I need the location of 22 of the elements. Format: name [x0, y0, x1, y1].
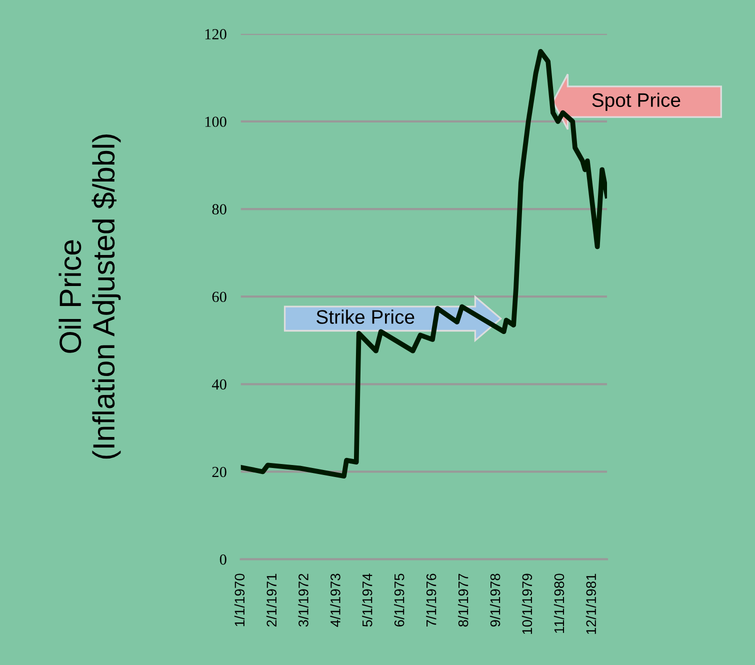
x-tick-label: 10/1/1979 [522, 574, 532, 634]
y-tick-label: 20 [212, 466, 226, 478]
y-axis-title: Oil Price (Inflation Adjusted $/bbl) [58, 134, 121, 459]
annotation: Spot Price [592, 92, 680, 111]
x-tick-label: 4/1/1973 [330, 574, 340, 627]
y-tick-label: 0 [220, 554, 226, 565]
x-tick-label: 3/1/1972 [298, 574, 308, 627]
annotation: Strike Price [316, 310, 414, 324]
x-tick-label: 12/1/1981 [586, 574, 596, 634]
y-tick-label: 60 [212, 292, 226, 302]
y-tick-label: 80 [212, 204, 226, 214]
x-tick-label: 8/1/1977 [458, 574, 468, 627]
x-tick-label: 11/1/1980 [554, 574, 564, 633]
y-tick-label: 40 [212, 379, 226, 390]
x-tick-label: 2/1/1971 [266, 574, 277, 627]
x-tick-label: 1/1/1970 [234, 574, 245, 626]
x-tick-label: 6/1/1975 [394, 574, 404, 627]
x-tick-label: 7/1/1976 [426, 574, 436, 626]
y-tick-label: 120 [205, 29, 226, 40]
x-tick-label: 9/1/1978 [490, 574, 500, 627]
y-tick-label: 100 [205, 116, 226, 127]
x-tick-label: 5/1/1974 [362, 574, 372, 627]
